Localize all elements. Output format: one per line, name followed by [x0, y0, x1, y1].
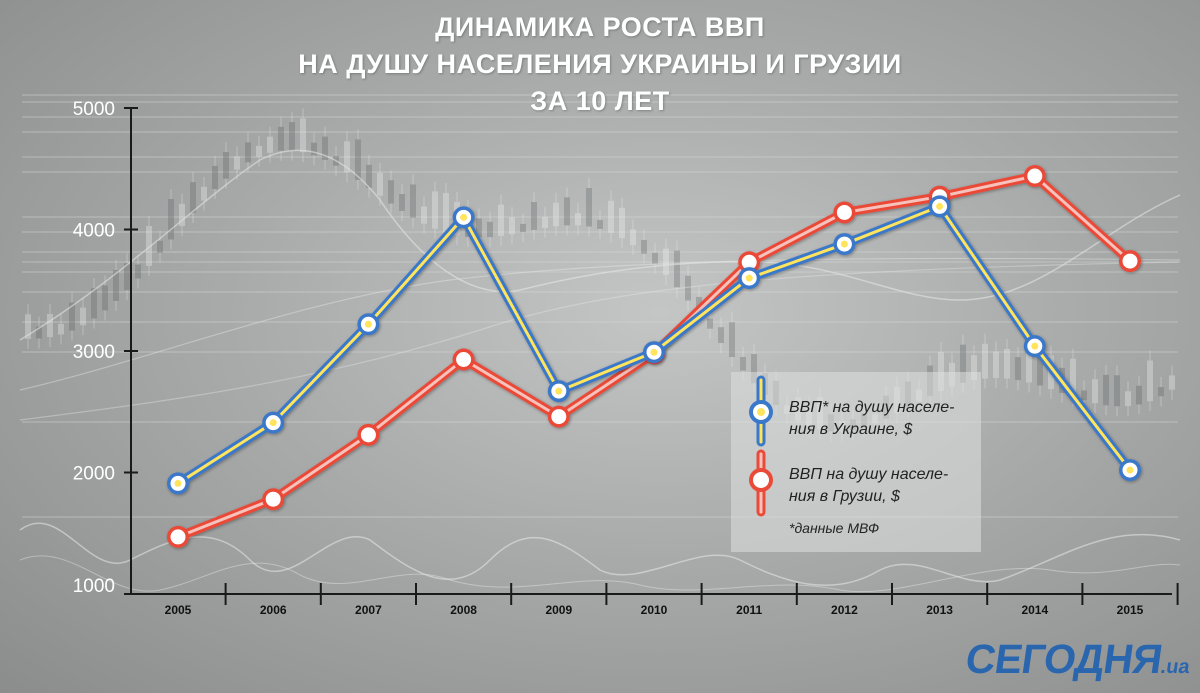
x-tick-label: 2014	[1021, 603, 1048, 617]
data-point-georgia	[547, 405, 570, 428]
chart-title-line-3: ЗА 10 ЛЕТ	[530, 86, 670, 116]
data-point-georgia	[167, 525, 189, 548]
chart-title-line-1: ДИНАМИКА РОСТА ВВП	[435, 12, 765, 42]
legend-ukraine-line-1: ВВП* на душу населе-	[789, 399, 955, 416]
data-point-georgia	[833, 201, 856, 224]
y-tick-label: 4000	[73, 221, 115, 242]
x-tick-label: 2015	[1117, 603, 1144, 617]
x-tick-label: 2012	[831, 603, 858, 617]
legend-ukraine-marker	[749, 375, 773, 447]
data-point-ukraine	[1023, 335, 1046, 358]
x-tick-label: 2013	[926, 603, 953, 617]
data-point-ukraine	[547, 380, 570, 403]
chart-title-line-2: НА ДУШУ НАСЕЛЕНИЯ УКРАИНЫ И ГРУЗИИ	[298, 49, 902, 79]
legend-georgia-marker	[749, 449, 773, 517]
data-point-ukraine	[167, 472, 189, 495]
data-point-georgia	[738, 251, 761, 274]
legend-georgia-label: ВВП на душу населе- ния в Грузии, $	[789, 464, 974, 508]
data-point-ukraine	[357, 313, 380, 336]
x-tick-label: 2011	[736, 603, 762, 617]
data-point-ukraine	[262, 411, 285, 434]
x-tick-label: 2008	[450, 603, 477, 617]
legend-markers	[749, 375, 773, 517]
data-point-georgia	[1023, 165, 1046, 188]
data-point-georgia	[452, 348, 475, 371]
y-tick-label: 3000	[73, 342, 115, 363]
series-ukraine	[167, 195, 1141, 495]
data-point-ukraine	[452, 206, 475, 229]
logo-name: СЕГОДНЯ	[962, 636, 1166, 682]
segodnya-logo: СЕГОДНЯ.ua	[963, 636, 1194, 683]
x-tick-label: 2005	[165, 603, 192, 617]
legend-ukraine-label: ВВП* на душу населе- ния в Украине, $	[789, 397, 974, 441]
y-tick-label: 2000	[73, 464, 115, 485]
data-point-ukraine	[1119, 459, 1141, 482]
data-point-georgia	[357, 423, 380, 446]
legend-ukraine-line-2: ния в Украине, $	[789, 421, 913, 438]
x-tick-label: 2007	[355, 603, 382, 617]
data-source-note: *данные МВФ	[789, 520, 880, 536]
background-stock-chart-decoration	[19, 94, 1181, 593]
data-point-ukraine	[643, 341, 665, 364]
x-tick-label: 2010	[641, 603, 668, 617]
legend-georgia-line-2: ния в Грузии, $	[789, 488, 900, 505]
y-tick-label: 1000	[73, 576, 115, 597]
data-point-ukraine	[928, 195, 951, 218]
x-tick-label: 2006	[260, 603, 287, 617]
logo-domain: .ua	[1159, 656, 1192, 678]
data-point-ukraine	[833, 233, 856, 256]
legend-panel	[731, 372, 981, 552]
x-tick-label: 2009	[545, 603, 572, 617]
data-point-ukraine	[738, 267, 761, 290]
data-point-georgia	[262, 488, 285, 511]
y-tick-label: 5000	[73, 99, 115, 120]
data-point-georgia	[1119, 250, 1141, 273]
legend-georgia-line-1: ВВП на душу населе-	[789, 466, 949, 483]
